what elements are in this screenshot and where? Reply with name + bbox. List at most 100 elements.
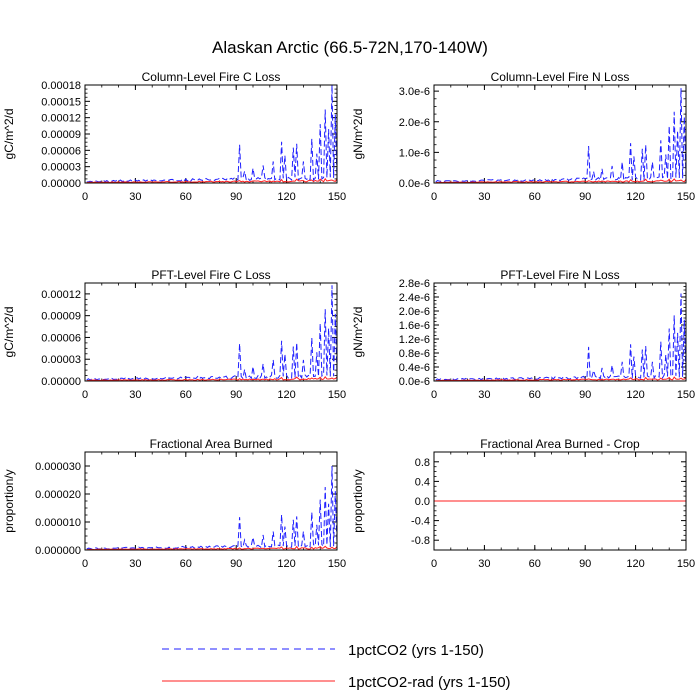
y-axis-label: proportion/y	[2, 469, 16, 532]
x-tick-label: 120	[277, 389, 295, 401]
x-tick-label: 60	[529, 389, 541, 401]
panel-1: Column-Level Fire N Loss gN/m^2/d 0 30 60 90 1…	[351, 70, 695, 203]
x-tick-label: 60	[529, 558, 541, 570]
series-line-1pctCO2-rad	[435, 376, 687, 382]
x-tick-label: 120	[626, 558, 644, 570]
x-tick-label: 30	[129, 558, 141, 570]
y-tick-label: 1.6e-6	[399, 320, 430, 332]
series-line-1pctCO2	[86, 285, 338, 381]
figure-title: Alaskan Arctic (66.5-72N,170-140W)	[212, 38, 488, 57]
panel-title: Fractional Area Burned	[150, 437, 273, 451]
x-tick-label: 30	[129, 191, 141, 203]
panel-2: PFT-Level Fire C Loss gC/m^2/d 0 30 60 90 120 1…	[2, 268, 346, 401]
y-tick-label: 0.000010	[35, 517, 81, 529]
x-tick-label: 90	[230, 558, 242, 570]
series-line-1pctCO2	[435, 293, 687, 381]
plot-frame	[84, 282, 338, 382]
x-tick-label: 60	[180, 558, 192, 570]
y-tick-label: 0.8e-6	[399, 348, 430, 360]
y-axis-label: proportion/y	[351, 469, 365, 532]
y-tick-label: 0.0e-6	[399, 376, 430, 388]
panel-title: PFT-Level Fire C Loss	[151, 268, 270, 282]
x-tick-label: 120	[277, 191, 295, 203]
series-line-1pctCO2-rad	[86, 375, 338, 382]
x-tick-label: 60	[180, 191, 192, 203]
x-tick-label: 30	[478, 191, 490, 203]
x-tick-label: 0	[82, 389, 88, 401]
panel-3: PFT-Level Fire N Loss gN/m^2/d 0 30 60 90 120 1…	[351, 268, 695, 401]
y-tick-label: 0.00006	[41, 332, 81, 344]
y-tick-label: 0.000030	[35, 461, 81, 473]
y-axis-label: gC/m^2/d	[2, 109, 16, 160]
plot-frame	[433, 282, 687, 382]
y-tick-label: 2.8e-6	[399, 278, 430, 290]
x-tick-label: 120	[626, 191, 644, 203]
x-tick-label: 150	[677, 558, 695, 570]
series-line-1pctCO2-rad	[86, 545, 338, 551]
series-line-1pctCO2	[86, 465, 338, 550]
x-tick-label: 0	[431, 558, 437, 570]
y-tick-label: 0.00012	[41, 289, 81, 301]
legend-label-1pctCO2: 1pctCO2 (yrs 1-150)	[348, 642, 484, 659]
panel-title: Column-Level Fire N Loss	[491, 70, 630, 84]
x-tick-label: 30	[478, 389, 490, 401]
x-tick-label: 0	[431, 191, 437, 203]
panel-4: Fractional Area Burned proportion/y 0 30 60 9…	[2, 437, 346, 570]
x-tick-label: 0	[82, 558, 88, 570]
y-tick-label: 0.00009	[41, 129, 81, 141]
y-tick-label: 0.00015	[41, 96, 81, 108]
y-tick-label: 2.4e-6	[399, 292, 430, 304]
y-tick-label: 0.00018	[41, 80, 81, 92]
panel-title: Column-Level Fire C Loss	[142, 70, 281, 84]
y-tick-label: -0.8	[411, 535, 430, 547]
y-tick-label: 0.00000	[41, 376, 81, 388]
y-axis-label: gN/m^2/d	[351, 109, 365, 160]
y-tick-label: 0.00012	[41, 113, 81, 125]
y-tick-label: 0.00000	[41, 178, 81, 190]
plot-frame	[84, 451, 338, 551]
y-tick-label: 0.00003	[41, 354, 81, 366]
x-tick-label: 150	[677, 191, 695, 203]
panel-title: Fractional Area Burned - Crop	[480, 437, 640, 451]
y-tick-label: 0.0e-6	[399, 178, 430, 190]
y-tick-label: 0.8	[415, 457, 430, 469]
x-tick-label: 30	[478, 558, 490, 570]
series-line-1pctCO2-rad	[435, 178, 687, 184]
x-tick-label: 150	[677, 389, 695, 401]
panels: Column-Level Fire C Loss gC/m^2/d 0 30 60 90 1…	[2, 70, 695, 570]
panel-title: PFT-Level Fire N Loss	[500, 268, 619, 282]
y-tick-label: -0.4	[411, 516, 430, 528]
y-tick-label: 3.0e-6	[399, 86, 430, 98]
x-tick-label: 0	[82, 191, 88, 203]
y-axis-label: gN/m^2/d	[351, 307, 365, 358]
y-tick-label: 2.0e-6	[399, 117, 430, 129]
plot-frame	[84, 84, 338, 184]
legend: 1pctCO2 (yrs 1-150) 1pctCO2-rad (yrs 1-1…	[162, 642, 511, 691]
x-tick-label: 120	[277, 558, 295, 570]
x-tick-label: 60	[180, 389, 192, 401]
plot-frame	[433, 451, 687, 551]
plot-frame	[433, 84, 687, 184]
y-tick-label: 0.00003	[41, 162, 81, 174]
y-tick-label: 0.00006	[41, 145, 81, 157]
series-line-1pctCO2-rad	[86, 177, 338, 184]
panel-0: Column-Level Fire C Loss gC/m^2/d 0 30 60 90 1…	[2, 70, 346, 203]
x-tick-label: 90	[579, 191, 591, 203]
x-tick-label: 90	[579, 558, 591, 570]
y-tick-label: 2.0e-6	[399, 306, 430, 318]
y-tick-label: 0.0	[415, 496, 430, 508]
x-tick-label: 90	[230, 389, 242, 401]
y-tick-label: 1.2e-6	[399, 334, 430, 346]
x-tick-label: 0	[431, 389, 437, 401]
y-tick-label: 0.4	[415, 476, 430, 488]
x-tick-label: 150	[328, 389, 346, 401]
y-tick-label: 1.0e-6	[399, 147, 430, 159]
x-tick-label: 90	[230, 191, 242, 203]
y-tick-label: 0.000000	[35, 545, 81, 557]
y-tick-label: 0.4e-6	[399, 362, 430, 374]
y-tick-label: 0.000020	[35, 489, 81, 501]
x-tick-label: 150	[328, 558, 346, 570]
legend-label-1pctCO2-rad: 1pctCO2-rad (yrs 1-150)	[348, 674, 511, 691]
x-tick-label: 150	[328, 191, 346, 203]
